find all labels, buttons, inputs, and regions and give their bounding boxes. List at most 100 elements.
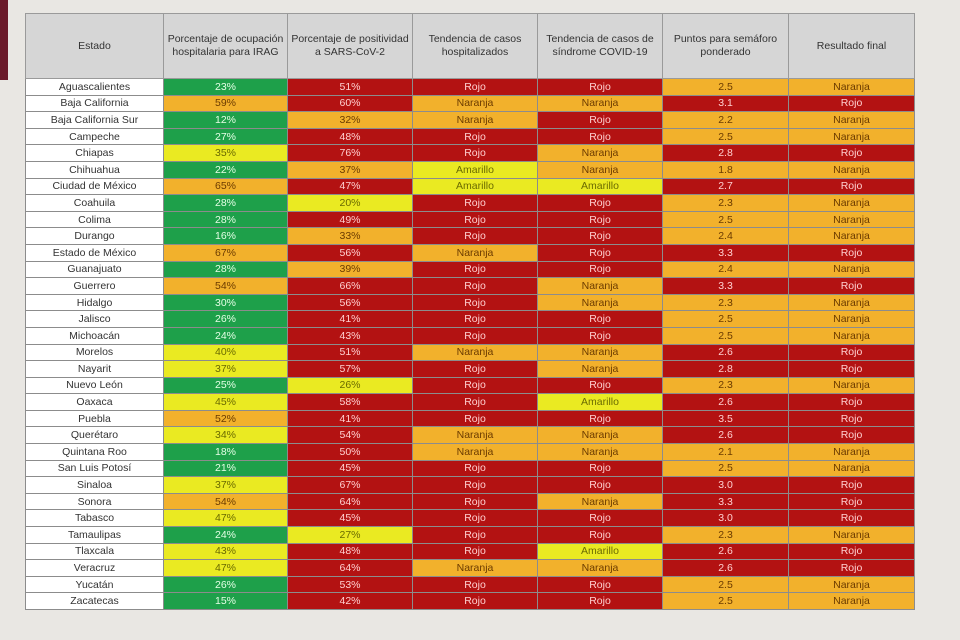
cell-ocupacion: 54% [163,492,288,511]
table-body: Aguascalientes 23% 51% Rojo Rojo 2.5 Naranja Ba… [25,78,915,610]
cell-resultado: Rojo [788,409,915,428]
cell-ocupacion: 28% [163,210,288,229]
cell-puntos: 2.5 [662,326,789,345]
cell-estado: Zacatecas [25,592,164,610]
cell-positividad: 26% [287,376,413,395]
cell-positividad: 50% [287,443,413,461]
cell-tendencia-sindrome: Rojo [537,526,663,544]
cell-estado: Campeche [25,127,164,146]
cell-positividad: 56% [287,293,413,312]
cell-ocupacion: 67% [163,243,288,262]
cell-resultado: Naranja [788,293,915,312]
table-row: Quintana Roo 18% 50% Naranja Naranja 2.1 Naran… [25,443,915,461]
cell-positividad: 27% [287,526,413,544]
table-row: Baja California Sur 12% 32% Naranja Rojo 2.2 N… [25,111,915,129]
header-row: Estado Porcentaje de ocupación hospitala… [25,13,915,79]
cell-estado: Hidalgo [25,293,164,312]
header-resultado: Resultado final [788,13,915,79]
cell-tendencia-hospitalizados: Rojo [412,227,538,245]
cell-ocupacion: 28% [163,194,288,212]
cell-resultado: Naranja [788,592,915,610]
cell-positividad: 41% [287,409,413,428]
header-tendencia-sindrome: Tendencia de casos de síndrome COVID-19 [537,13,663,79]
cell-tendencia-sindrome: Naranja [537,360,663,378]
cell-tendencia-sindrome: Naranja [537,426,663,445]
table-row: Veracruz 47% 64% Naranja Naranja 2.6 Rojo [25,559,915,577]
cell-positividad: 20% [287,194,413,212]
cell-positividad: 54% [287,426,413,445]
cell-tendencia-hospitalizados: Naranja [412,443,538,461]
cell-tendencia-sindrome: Rojo [537,260,663,279]
table-row: Guerrero 54% 66% Rojo Naranja 3.3 Rojo [25,277,915,295]
cell-tendencia-hospitalizados: Rojo [412,542,538,561]
cell-estado: Tamaulipas [25,526,164,544]
cell-puntos: 2.3 [662,293,789,312]
cell-tendencia-hospitalizados: Rojo [412,326,538,345]
cell-puntos: 2.8 [662,360,789,378]
cell-ocupacion: 40% [163,343,288,362]
table-row: Morelos 40% 51% Naranja Naranja 2.6 Rojo [25,343,915,362]
cell-puntos: 2.5 [662,210,789,229]
cell-positividad: 64% [287,492,413,511]
table-row: Puebla 52% 41% Rojo Rojo 3.5 Rojo [25,409,915,428]
cell-resultado: Rojo [788,393,915,411]
cell-positividad: 57% [287,360,413,378]
table-row: Michoacán 24% 43% Rojo Rojo 2.5 Naranja [25,326,915,345]
cell-positividad: 32% [287,111,413,129]
cell-resultado: Rojo [788,144,915,162]
cell-tendencia-hospitalizados: Rojo [412,293,538,312]
cell-ocupacion: 24% [163,326,288,345]
header-estado: Estado [25,13,164,79]
cell-tendencia-hospitalizados: Rojo [412,592,538,610]
cell-estado: Querétaro [25,426,164,445]
cell-resultado: Rojo [788,509,915,528]
cell-puntos: 2.5 [662,592,789,610]
cell-tendencia-sindrome: Rojo [537,210,663,229]
cell-tendencia-sindrome: Rojo [537,326,663,345]
cell-ocupacion: 59% [163,94,288,113]
cell-tendencia-hospitalizados: Naranja [412,111,538,129]
cell-tendencia-sindrome: Amarillo [537,542,663,561]
cell-positividad: 67% [287,476,413,494]
cell-tendencia-hospitalizados: Rojo [412,575,538,594]
table-row: Zacatecas 15% 42% Rojo Rojo 2.5 Naranja [25,592,915,610]
cell-resultado: Rojo [788,559,915,577]
cell-ocupacion: 37% [163,476,288,494]
cell-puntos: 2.6 [662,393,789,411]
cell-resultado: Rojo [788,177,915,196]
table-row: Tamaulipas 24% 27% Rojo Rojo 2.3 Naranja [25,526,915,544]
cell-ocupacion: 22% [163,160,288,179]
cell-resultado: Naranja [788,260,915,279]
cell-puntos: 2.6 [662,542,789,561]
cell-positividad: 76% [287,144,413,162]
cell-estado: Aguascalientes [25,78,164,96]
cell-tendencia-hospitalizados: Naranja [412,343,538,362]
cell-tendencia-sindrome: Rojo [537,376,663,395]
cell-ocupacion: 35% [163,144,288,162]
cell-puntos: 2.3 [662,526,789,544]
cell-positividad: 42% [287,592,413,610]
cell-positividad: 60% [287,94,413,113]
header-positividad: Porcentaje de positividad a SARS-CoV-2 [287,13,413,79]
cell-resultado: Rojo [788,277,915,295]
table-row: Coahuila 28% 20% Rojo Rojo 2.3 Naranja [25,194,915,212]
table-row: Estado de México 67% 56% Naranja Rojo 3.3 Rojo [25,243,915,262]
cell-estado: Durango [25,227,164,245]
cell-ocupacion: 47% [163,559,288,577]
cell-estado: Coahuila [25,194,164,212]
cell-puntos: 3.3 [662,277,789,295]
cell-puntos: 3.0 [662,509,789,528]
table-row: Chiapas 35% 76% Rojo Naranja 2.8 Rojo [25,144,915,162]
cell-resultado: Naranja [788,326,915,345]
cell-puntos: 2.2 [662,111,789,129]
cell-tendencia-sindrome: Naranja [537,293,663,312]
cell-ocupacion: 37% [163,360,288,378]
cell-estado: San Luis Potosí [25,459,164,478]
cell-tendencia-sindrome: Naranja [537,559,663,577]
table-row: Durango 16% 33% Rojo Rojo 2.4 Naranja [25,227,915,245]
cell-positividad: 39% [287,260,413,279]
header-ocupacion: Porcentaje de ocupación hospitalaria par… [163,13,288,79]
cell-estado: Baja California Sur [25,111,164,129]
decorative-band [0,0,8,80]
cell-tendencia-sindrome: Rojo [537,227,663,245]
